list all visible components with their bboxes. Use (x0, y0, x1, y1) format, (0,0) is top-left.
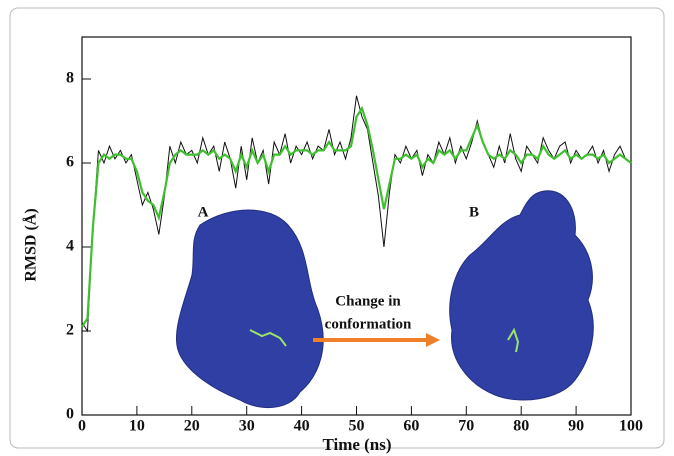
x-tick-label: 80 (513, 418, 529, 435)
x-tick-label: 40 (294, 418, 310, 435)
y-axis-label: RMSD (Å) (22, 208, 40, 281)
x-tick-label: 10 (129, 418, 145, 435)
y-tick-label: 4 (66, 238, 74, 255)
x-tick-label: 70 (458, 418, 474, 435)
label-a: A (198, 204, 209, 220)
x-tick-label: 100 (619, 418, 643, 435)
arrow-head (426, 333, 440, 347)
x-axis-label: Time (ns) (322, 435, 391, 454)
y-tick-label: 2 (66, 322, 74, 339)
y-tick-label: 0 (66, 406, 74, 423)
x-tick-label: 30 (239, 418, 255, 435)
x-tick-label: 60 (403, 418, 419, 435)
x-tick-label: 90 (568, 418, 584, 435)
ligand-b (507, 327, 520, 353)
series-line (81, 105, 632, 328)
y-tick-label: 6 (66, 154, 74, 171)
protein-a (176, 209, 324, 409)
protein-b (449, 190, 594, 401)
x-tick-label: 20 (184, 418, 200, 435)
annotation: conformation (325, 316, 412, 332)
y-tick-label: 8 (66, 70, 74, 87)
x-tick-label: 0 (78, 418, 86, 435)
x-tick-label: 50 (349, 418, 365, 435)
ligand-a (249, 329, 287, 347)
label-b: B (469, 204, 479, 220)
annotation: Change in (335, 293, 401, 309)
